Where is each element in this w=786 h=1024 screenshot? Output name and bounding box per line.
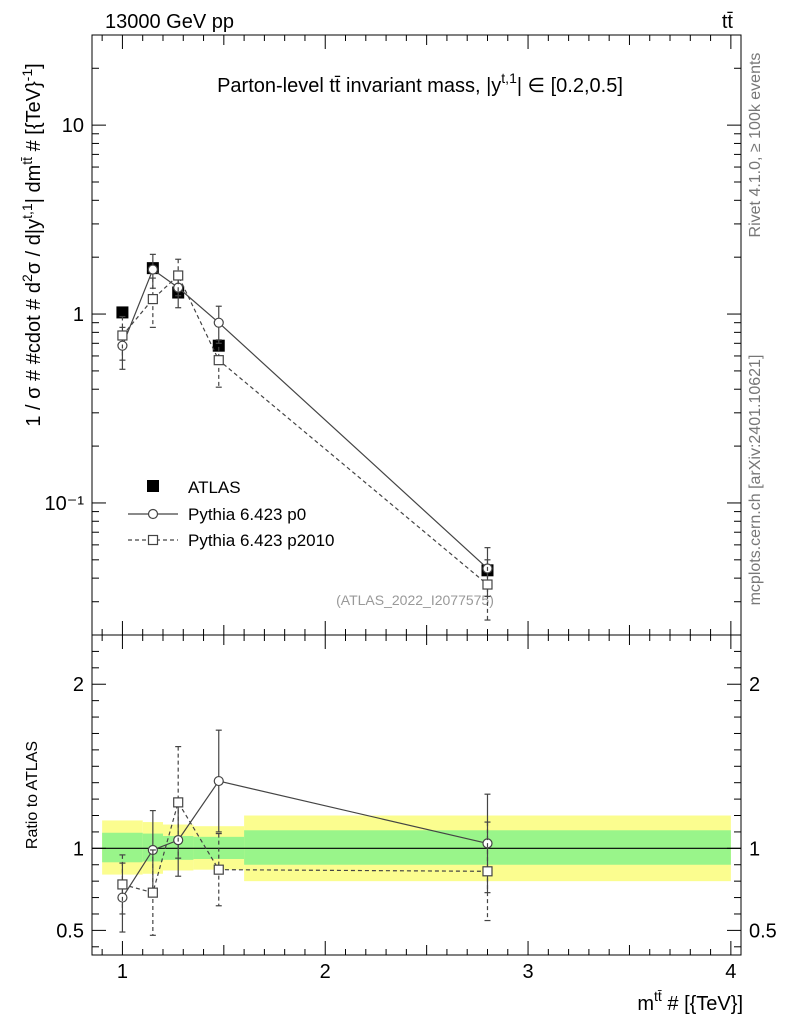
legend-atlas-marker xyxy=(147,480,159,492)
ratio-frame xyxy=(91,634,742,956)
y-tick-label: 1 xyxy=(73,304,84,326)
p2010-point xyxy=(117,330,128,341)
plot-title: Parton-level tt̄ invariant mass, |yt,1| … xyxy=(217,70,623,97)
p2010-line xyxy=(121,274,488,585)
ratio-p2010-point xyxy=(173,797,184,808)
y-axis-label: 1 / σ # #cdot # d2σ / d|yt,1| dmtt̄ # [{… xyxy=(19,63,45,426)
y-tick-label: 10⁻¹ xyxy=(45,493,85,515)
p2010-point xyxy=(482,579,493,590)
legend-p2010-marker xyxy=(147,534,159,546)
p2010-point xyxy=(213,355,224,366)
header-left: 13000 GeV pp xyxy=(105,11,234,33)
ratio-p2010-line xyxy=(122,800,488,894)
rivet-label: Rivet 4.1.0, ≥ 100k events xyxy=(747,53,764,238)
p2010-point xyxy=(173,270,184,281)
p2010-point xyxy=(147,293,158,305)
y-tick-label: 10 xyxy=(62,115,84,137)
ratio-tick-label-left: 1 xyxy=(73,838,84,860)
ratio-y-label: Ratio to ATLAS xyxy=(24,741,41,849)
analysis-id: (ATLAS_2022_I2077575) xyxy=(336,592,494,608)
ratio-p2010-point xyxy=(213,864,224,875)
p0-point xyxy=(213,317,224,328)
legend-p2010-label: Pythia 6.423 p2010 xyxy=(188,531,335,550)
ratio-tick-label-right: 2 xyxy=(749,674,760,696)
p0-point xyxy=(147,264,158,275)
ratio-p2010-point xyxy=(147,887,158,898)
ratio-tick-label-right: 1 xyxy=(749,838,760,860)
mcplots-label: mcplots.cern.ch [arXiv:2401.10621] xyxy=(747,355,764,606)
atlas-point xyxy=(116,306,129,319)
x-tick-label: 1 xyxy=(117,961,128,983)
ratio-p0-point xyxy=(213,775,224,787)
legend-atlas-label: ATLAS xyxy=(188,478,241,497)
x-tick-label: 3 xyxy=(522,961,533,983)
x-tick-label: 2 xyxy=(320,961,331,983)
x-axis-label: mtt̄ # [{TeV}] xyxy=(637,988,743,1015)
x-tick-label: 4 xyxy=(725,961,736,983)
atlas-point xyxy=(212,339,225,352)
ratio-tick-label-left: 0.5 xyxy=(56,920,84,942)
legend-p0-label: Pythia 6.423 p0 xyxy=(188,505,306,524)
ratio-p2010-point xyxy=(117,879,128,890)
ratio-tick-label-right: 0.5 xyxy=(749,920,777,942)
legend: ATLAS Pythia 6.423 p0 Pythia 6.423 p2010 xyxy=(128,478,335,550)
ratio-plot: 0.5 0.5 1 1 2 2 1 2 3 4 xyxy=(56,634,777,983)
main-plot: Parton-level tt̄ invariant mass, |yt,1| … xyxy=(45,34,742,636)
legend-p0-marker xyxy=(147,508,159,520)
ratio-tick-label-left: 2 xyxy=(73,674,84,696)
header-right: tt̄ xyxy=(722,11,734,33)
ratio-p2010-point xyxy=(482,866,493,877)
